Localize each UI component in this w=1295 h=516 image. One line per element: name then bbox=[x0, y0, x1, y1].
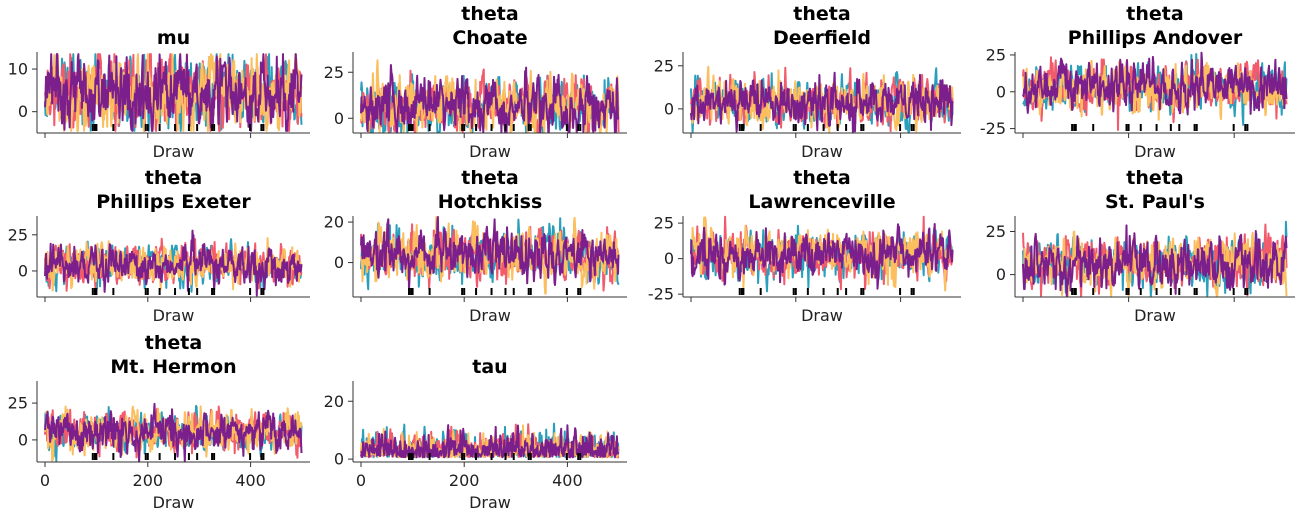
x-tick-label: 400 bbox=[235, 471, 266, 490]
y-tick-label: 25 bbox=[654, 56, 674, 75]
chain-4-trace bbox=[44, 402, 303, 463]
panel-title-line: Deerfield bbox=[773, 27, 871, 49]
y-tick-label: 25 bbox=[324, 63, 344, 82]
y-tick-label: 25 bbox=[986, 45, 1006, 64]
y-tick-label: 25 bbox=[8, 394, 28, 413]
panel-title-line: Phillips Exeter bbox=[96, 191, 251, 213]
panel-title-line: Lawrenceville bbox=[748, 191, 895, 213]
x-axis-label: Draw bbox=[1134, 306, 1176, 325]
y-tick-label: 20 bbox=[324, 213, 344, 232]
y-tick-label: 0 bbox=[18, 261, 28, 280]
x-tick-label: 0 bbox=[356, 471, 366, 490]
panel-title-line: theta bbox=[1126, 167, 1183, 189]
x-axis-label: Draw bbox=[153, 306, 195, 325]
y-tick-label: 20 bbox=[324, 392, 344, 411]
y-tick-label: 0 bbox=[996, 82, 1006, 101]
panel-title-line: theta bbox=[793, 3, 850, 25]
chain-4-trace bbox=[1022, 224, 1288, 298]
y-tick-label: 0 bbox=[334, 109, 344, 128]
panel-title-line: Phillips Andover bbox=[1068, 27, 1243, 49]
chain-4-trace bbox=[690, 223, 954, 290]
y-tick-label: 0 bbox=[664, 249, 674, 268]
y-tick-label: 25 bbox=[986, 222, 1006, 241]
y-tick-label: 10 bbox=[8, 60, 28, 79]
y-tick-label: 0 bbox=[18, 102, 28, 121]
panel-title-line: theta bbox=[793, 167, 850, 189]
y-tick-label: 0 bbox=[334, 450, 344, 469]
panel-title-line: theta bbox=[461, 167, 518, 189]
x-axis-label: Draw bbox=[153, 142, 195, 161]
chain-4-trace bbox=[360, 64, 620, 134]
x-axis-label: Draw bbox=[801, 142, 843, 161]
chain-4-trace bbox=[44, 229, 303, 297]
chain-4-trace bbox=[44, 53, 303, 132]
x-axis-label: Draw bbox=[1134, 142, 1176, 161]
trace-panel-1: mu 0 10 Draw bbox=[8, 27, 310, 161]
chain-4-trace bbox=[1022, 51, 1288, 116]
x-axis-label: Draw bbox=[469, 142, 511, 161]
y-tick-label: 25 bbox=[8, 225, 28, 244]
y-tick-label: 25 bbox=[654, 214, 674, 233]
x-tick-label: 400 bbox=[552, 471, 583, 490]
panel-title-line: theta bbox=[461, 3, 518, 25]
y-tick-label: -25 bbox=[648, 285, 674, 304]
panel-title-line: St. Paul's bbox=[1105, 191, 1205, 213]
x-axis-label: Draw bbox=[469, 306, 511, 325]
panel-title-line: Choate bbox=[452, 27, 527, 49]
y-tick-label: -25 bbox=[980, 119, 1006, 138]
y-tick-label: 0 bbox=[18, 430, 28, 449]
panel-title-line: Mt. Hermon bbox=[110, 356, 236, 378]
panel-title-line: mu bbox=[157, 27, 190, 49]
x-axis-label: Draw bbox=[801, 306, 843, 325]
panel-title-line: theta bbox=[145, 167, 202, 189]
panel-title-line: theta bbox=[1126, 3, 1183, 25]
y-tick-label: 0 bbox=[664, 99, 674, 118]
y-tick-label: 0 bbox=[334, 253, 344, 272]
x-tick-label: 200 bbox=[133, 471, 164, 490]
x-tick-label: 0 bbox=[40, 471, 50, 490]
x-axis-label: Draw bbox=[469, 493, 511, 512]
x-axis-label: Draw bbox=[153, 493, 195, 512]
chain-4-trace bbox=[360, 216, 620, 291]
y-tick-label: 0 bbox=[996, 265, 1006, 284]
panel-title-line: Hotchkiss bbox=[438, 191, 543, 213]
x-tick-label: 200 bbox=[449, 471, 480, 490]
panel-title-line: tau bbox=[472, 356, 507, 378]
chain-4-trace bbox=[690, 71, 954, 134]
panel-title-line: theta bbox=[145, 332, 202, 354]
chain-4-trace bbox=[360, 424, 620, 459]
